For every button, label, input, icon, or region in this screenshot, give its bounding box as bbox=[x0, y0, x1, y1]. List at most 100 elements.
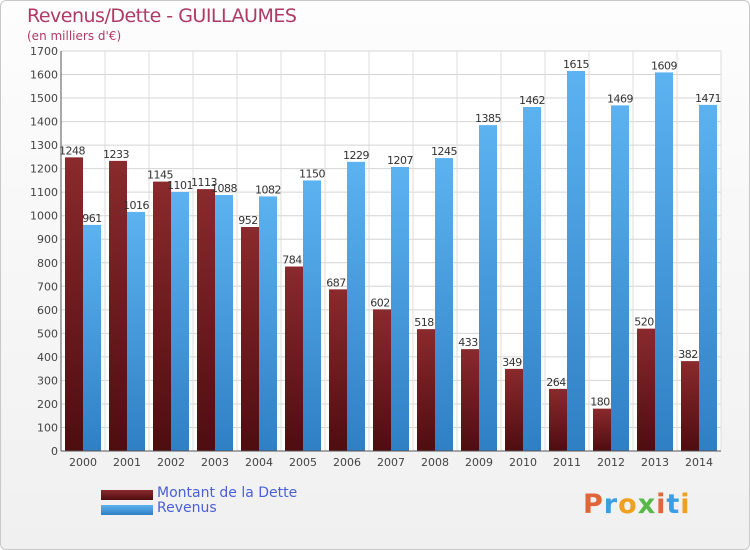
data-label: 687 bbox=[326, 276, 346, 289]
proxiti-logo: Proxiti bbox=[583, 489, 691, 520]
y-tick-label: 1700 bbox=[30, 45, 58, 58]
bar-revenus bbox=[391, 167, 409, 451]
bar-revenus bbox=[435, 158, 453, 451]
y-tick-label: 700 bbox=[37, 280, 58, 293]
x-tick-label: 2010 bbox=[509, 456, 537, 469]
data-label: 1245 bbox=[431, 145, 457, 158]
data-label: 1471 bbox=[695, 92, 721, 105]
data-label: 518 bbox=[414, 316, 434, 329]
bar-dette bbox=[417, 329, 435, 451]
logo-letter: i bbox=[656, 489, 667, 520]
bar-revenus bbox=[655, 72, 673, 451]
legend-label-dette: Montant de la Dette bbox=[157, 485, 298, 501]
x-tick-label: 2007 bbox=[377, 456, 405, 469]
bar-revenus bbox=[479, 125, 497, 451]
x-tick-label: 2001 bbox=[113, 456, 141, 469]
bar-revenus bbox=[303, 180, 321, 452]
bar-dette bbox=[329, 289, 347, 451]
bars bbox=[65, 71, 717, 452]
legend-label-revenus: Revenus bbox=[157, 500, 217, 516]
x-tick-label: 2000 bbox=[69, 456, 97, 469]
x-tick-label: 2004 bbox=[245, 456, 273, 469]
axes: 0 100 200 300 400 500 600 700 800 900 1000 1100 1200… bbox=[30, 45, 721, 469]
y-tick-label: 1400 bbox=[30, 116, 58, 129]
bar-dette bbox=[241, 227, 259, 451]
data-label: 1207 bbox=[387, 154, 413, 167]
bar-dette bbox=[109, 160, 127, 451]
y-tick-label: 1300 bbox=[30, 139, 58, 152]
y-tick-label: 300 bbox=[37, 374, 58, 387]
data-label: 1088 bbox=[211, 182, 237, 195]
x-tick-label: 2011 bbox=[553, 456, 581, 469]
bar-dette bbox=[65, 157, 83, 451]
y-tick-label: 1500 bbox=[30, 92, 58, 105]
data-label: 1609 bbox=[651, 59, 677, 72]
bar-dette bbox=[461, 349, 479, 451]
x-tick-label: 2013 bbox=[641, 456, 669, 469]
y-tick-label: 1200 bbox=[30, 163, 58, 176]
data-label: 1101 bbox=[167, 179, 193, 192]
y-tick-label: 600 bbox=[37, 304, 58, 317]
bar-revenus bbox=[215, 195, 233, 451]
logo-letter: P bbox=[583, 489, 604, 520]
x-tick-label: 2012 bbox=[597, 456, 625, 469]
bar-dette bbox=[285, 266, 303, 451]
data-label: 1016 bbox=[123, 199, 149, 212]
bar-dette bbox=[549, 388, 567, 451]
logo-letter: o bbox=[618, 489, 638, 520]
bar-dette bbox=[681, 361, 699, 451]
data-label: 264 bbox=[546, 376, 566, 389]
data-label: 1113 bbox=[191, 176, 217, 189]
legend-swatch-revenus bbox=[101, 505, 153, 515]
data-label: 1229 bbox=[343, 149, 369, 162]
bar-revenus bbox=[347, 161, 365, 451]
logo-letter: t bbox=[666, 489, 681, 520]
logo-letter: x bbox=[637, 489, 657, 520]
logo-letter: i bbox=[680, 489, 691, 520]
y-tick-label: 500 bbox=[37, 327, 58, 340]
data-label: 1145 bbox=[147, 169, 173, 182]
data-label: 602 bbox=[370, 296, 390, 309]
bar-dette bbox=[505, 368, 523, 451]
bar-revenus bbox=[83, 224, 101, 451]
chart-title: Revenus/Dette - GUILLAUMES bbox=[27, 5, 297, 27]
x-tick-label: 2009 bbox=[465, 456, 493, 469]
x-tick-label: 2006 bbox=[333, 456, 361, 469]
x-tick-label: 2008 bbox=[421, 456, 449, 469]
bar-dette bbox=[197, 189, 215, 451]
bar-dette bbox=[593, 408, 611, 451]
x-tick-label: 2014 bbox=[685, 456, 713, 469]
y-tick-label: 200 bbox=[37, 398, 58, 411]
data-label: 1248 bbox=[59, 144, 85, 157]
data-label: 1150 bbox=[299, 167, 325, 180]
y-tick-label: 0 bbox=[51, 445, 58, 458]
bar-dette bbox=[153, 181, 171, 451]
bar-revenus bbox=[611, 105, 629, 452]
bar-dette bbox=[637, 328, 655, 451]
y-tick-label: 1100 bbox=[30, 186, 58, 199]
data-label: 1462 bbox=[519, 94, 545, 107]
bar-revenus bbox=[259, 196, 277, 451]
data-label: 433 bbox=[458, 336, 478, 349]
y-tick-label: 1600 bbox=[30, 69, 58, 82]
data-label: 784 bbox=[282, 254, 302, 267]
x-tick-label: 2003 bbox=[201, 456, 229, 469]
y-tick-label: 900 bbox=[37, 233, 58, 246]
x-tick-label: 2005 bbox=[289, 456, 317, 469]
bar-revenus bbox=[523, 107, 541, 451]
legend-swatch-dette bbox=[101, 490, 153, 500]
data-label: 180 bbox=[590, 396, 610, 409]
data-label: 520 bbox=[634, 316, 654, 329]
data-label: 961 bbox=[82, 212, 102, 225]
data-label: 952 bbox=[238, 214, 258, 227]
data-label: 1233 bbox=[103, 148, 129, 161]
y-tick-label: 400 bbox=[37, 351, 58, 364]
data-label: 382 bbox=[678, 348, 698, 361]
data-label: 1469 bbox=[607, 92, 633, 105]
x-tick-label: 2002 bbox=[157, 456, 185, 469]
y-tick-label: 800 bbox=[37, 257, 58, 270]
data-label: 1385 bbox=[475, 112, 501, 125]
